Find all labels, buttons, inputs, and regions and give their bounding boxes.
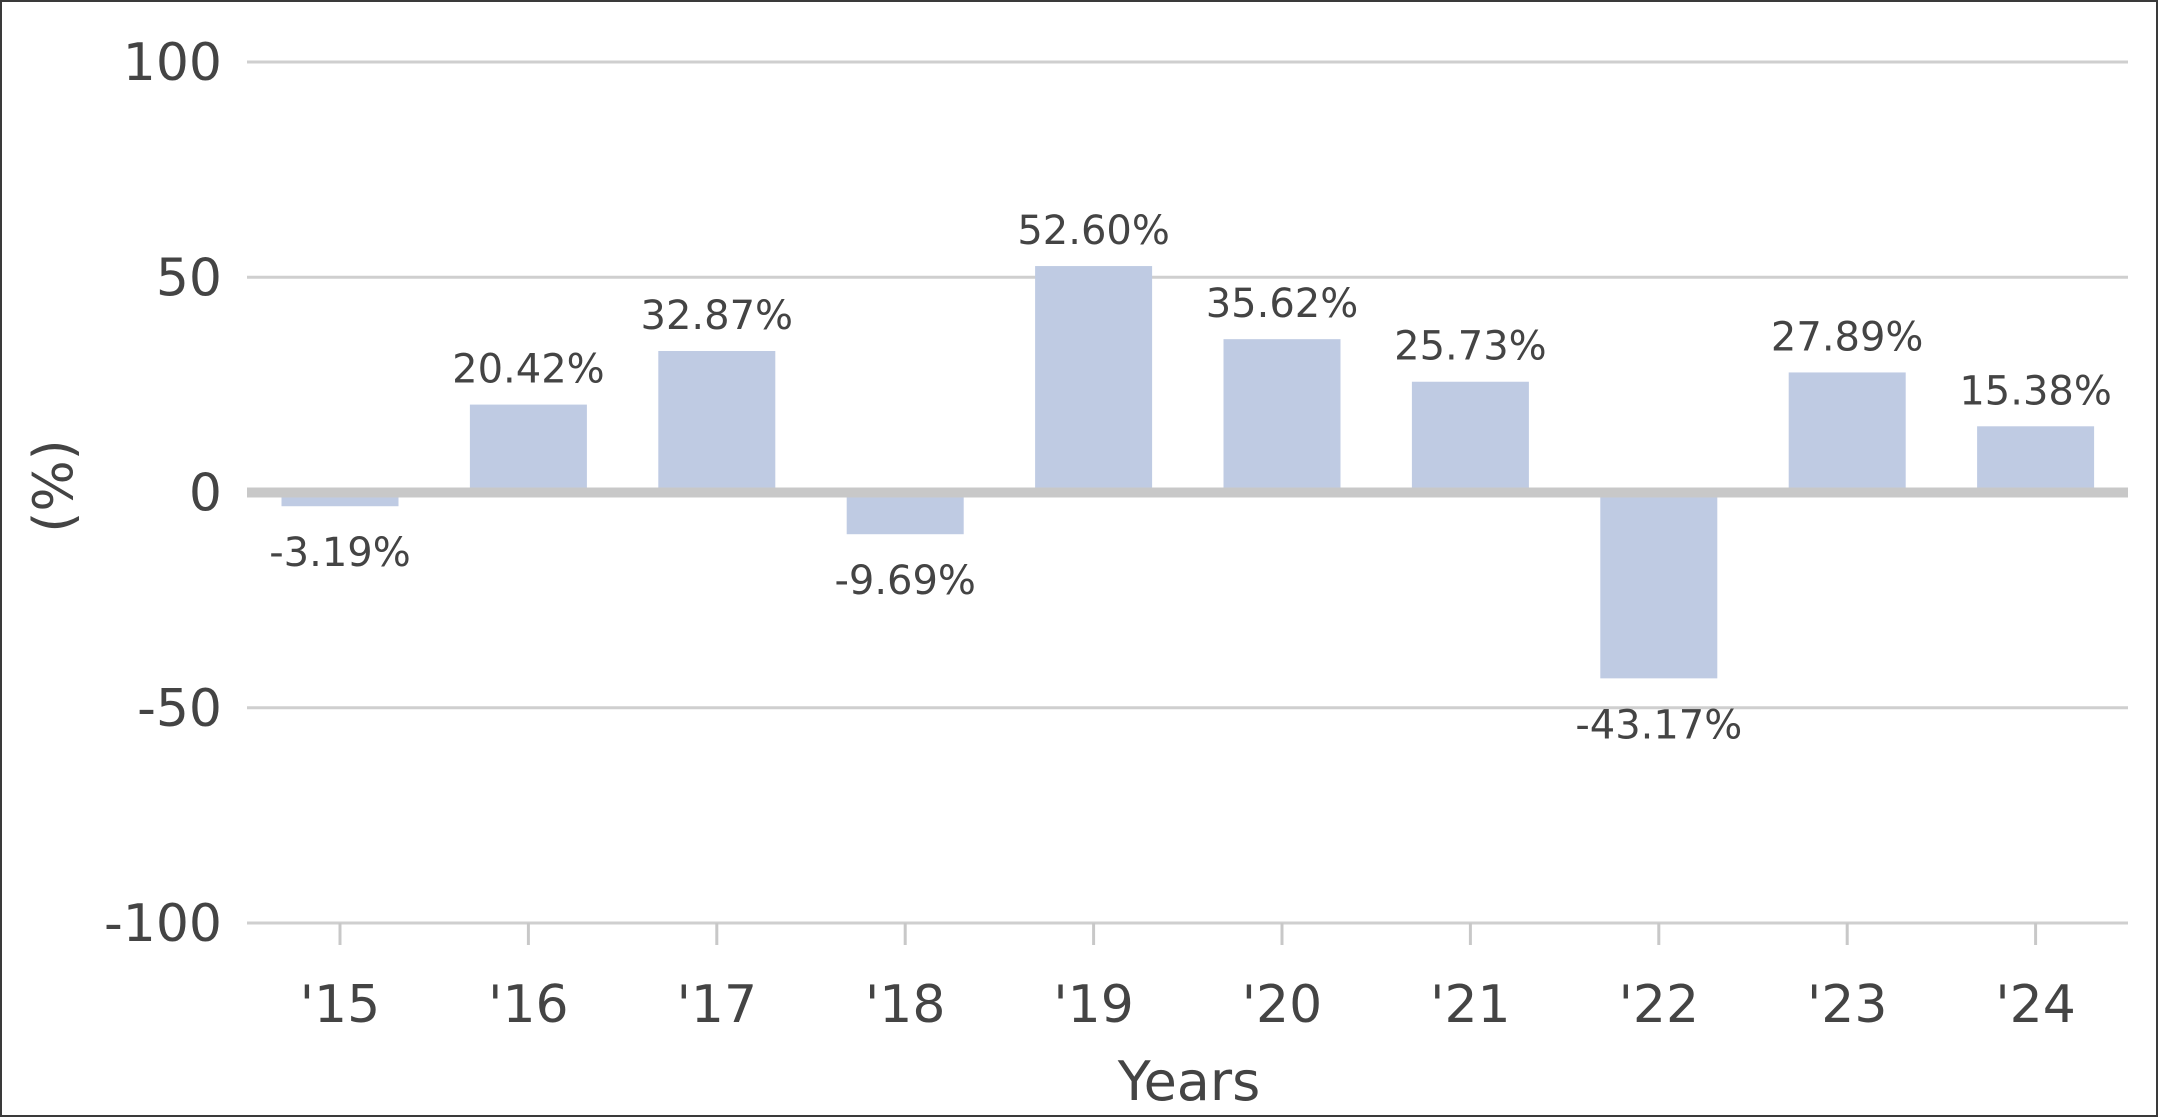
x-axis-ticks: '15 '16 '17 '18 '19 '20 '21 '22 '23 '24 [300,923,2076,1035]
data-label: -43.17% [1575,702,1742,748]
data-label: 27.89% [1771,314,1924,360]
x-tick-label: '18 [865,975,945,1035]
x-tick-label: '19 [1053,975,1133,1035]
bar [1223,339,1341,493]
gridlines [247,60,2128,925]
data-label: 25.73% [1394,324,1547,370]
x-tick-label: '22 [1619,975,1699,1035]
x-tick-label: '15 [300,975,380,1035]
x-tick-label: '16 [488,975,568,1035]
bar [1600,492,1718,679]
data-label: 20.42% [452,347,605,393]
data-label: 32.87% [641,293,794,339]
bar [1035,266,1153,493]
y-axis-ticks: 100 50 0 -50 -100 [104,33,222,954]
data-labels: -3.19% 20.42% 32.87% -9.69% 52.60% 35.62% 25.7… [269,208,2112,748]
data-label: -3.19% [269,530,411,576]
x-tick-label: '24 [1995,975,2075,1035]
y-tick-label: -100 [104,894,222,954]
bar [846,492,964,535]
x-axis-title: Years [1117,1050,1260,1113]
bar [1977,426,2095,493]
data-label: -9.69% [834,558,976,604]
y-tick-label: 50 [156,248,222,308]
bar [658,350,776,493]
x-tick-label: '20 [1242,975,1322,1035]
bar [1788,372,1906,493]
x-tick-label: '21 [1430,975,1510,1035]
bar [469,404,587,493]
y-tick-label: 0 [189,464,222,524]
y-tick-label: -50 [137,679,222,739]
x-tick-label: '17 [677,975,757,1035]
data-label: 35.62% [1206,281,1359,327]
bars [281,266,2095,679]
data-label: 52.60% [1017,208,1170,254]
y-axis-title: (%) [22,439,85,532]
y-tick-label: 100 [123,33,222,93]
x-tick-label: '23 [1807,975,1887,1035]
bar [1411,381,1529,493]
data-label: 15.38% [1959,368,2112,414]
